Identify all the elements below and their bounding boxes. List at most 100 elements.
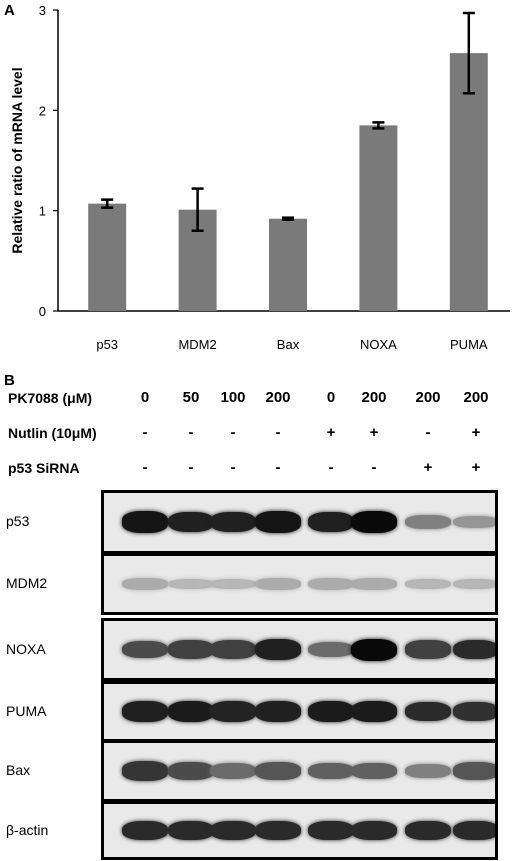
x-tick-label: MDM2 xyxy=(178,337,216,352)
blot-band xyxy=(122,761,168,781)
condition-value: - xyxy=(188,459,194,476)
blot-band xyxy=(210,511,256,533)
condition-value: - xyxy=(188,424,194,441)
blot-band xyxy=(405,514,451,530)
condition-label: p53 SiRNA xyxy=(8,460,80,476)
blot-band xyxy=(453,639,495,660)
y-tick-label: 2 xyxy=(39,103,46,118)
blot-band xyxy=(210,820,256,841)
condition-value: 200 xyxy=(415,389,441,406)
blot-band xyxy=(453,578,495,590)
blot-band xyxy=(122,511,168,533)
blot-band xyxy=(168,640,214,659)
blot-band xyxy=(405,578,451,590)
blot-band xyxy=(255,701,301,722)
blot-band xyxy=(453,820,495,841)
blot-band xyxy=(351,638,397,661)
blot-band xyxy=(351,820,397,841)
blot-band xyxy=(308,511,354,533)
x-tick-label: PUMA xyxy=(450,337,488,352)
blot-band xyxy=(405,640,451,659)
y-tick-label: 0 xyxy=(39,304,46,319)
condition-value: - xyxy=(230,459,236,476)
blot-frame xyxy=(101,740,498,802)
blot-band xyxy=(122,820,168,841)
blot-band xyxy=(255,578,301,590)
blot-label: NOXA xyxy=(6,640,46,657)
blot-band xyxy=(168,511,214,533)
condition-value: + xyxy=(471,424,481,441)
blot-band xyxy=(255,762,301,780)
condition-value: - xyxy=(275,459,281,476)
x-tick-label: Bax xyxy=(277,337,300,352)
condition-value: 0 xyxy=(140,389,150,406)
condition-value: + xyxy=(423,459,433,476)
condition-value: + xyxy=(326,424,336,441)
blot-band xyxy=(351,511,397,533)
blot-frame xyxy=(101,490,498,554)
blot-band xyxy=(405,701,451,722)
condition-label: Nutlin (10μM) xyxy=(8,425,97,441)
y-tick-label: 1 xyxy=(39,204,46,219)
blot-label: Bax xyxy=(6,762,31,778)
blot-frame xyxy=(101,553,498,615)
condition-value: - xyxy=(328,459,334,476)
bar-noxa xyxy=(359,125,398,311)
condition-value: 200 xyxy=(265,389,291,406)
panel-b-label: B xyxy=(4,372,15,389)
condition-value: + xyxy=(471,459,481,476)
blot-band xyxy=(168,820,214,841)
condition-value: - xyxy=(230,424,236,441)
blot-band xyxy=(308,762,354,780)
x-tick-label: p53 xyxy=(96,337,118,352)
blot-frame xyxy=(101,801,498,860)
condition-value: 200 xyxy=(361,389,387,406)
y-axis-title: Relative ratio of mRNA level xyxy=(9,67,25,253)
blot-band xyxy=(210,640,256,659)
condition-value: + xyxy=(369,424,379,441)
bar-bax xyxy=(269,218,307,311)
blot-band xyxy=(168,762,214,780)
x-tick-label: NOXA xyxy=(360,337,397,352)
blot-band xyxy=(255,511,301,533)
condition-value: 50 xyxy=(182,389,200,406)
y-tick-label: 3 xyxy=(39,3,46,18)
bar-p53 xyxy=(88,203,127,311)
blot-band xyxy=(308,701,354,722)
blot-band xyxy=(168,701,214,722)
condition-value: 0 xyxy=(326,389,336,406)
blot-band xyxy=(255,639,301,660)
condition-value: - xyxy=(142,459,148,476)
condition-value: - xyxy=(371,459,377,476)
blot-band xyxy=(405,820,451,841)
condition-value: - xyxy=(425,424,431,441)
blot-band xyxy=(308,641,354,658)
blot-band xyxy=(405,763,451,779)
blot-band xyxy=(210,578,256,590)
blot-band xyxy=(255,820,301,841)
blot-band xyxy=(453,701,495,722)
blot-frame xyxy=(101,618,498,681)
bar-chart: 0 1 2 3 Relative ratio of mRNA level p53 MDM2 B… xyxy=(9,3,510,352)
condition-value: - xyxy=(142,424,148,441)
condition-value: - xyxy=(275,424,281,441)
blot-band xyxy=(308,820,354,841)
blot-band xyxy=(210,763,256,779)
condition-value: 100 xyxy=(220,389,246,406)
blot-label: MDM2 xyxy=(6,575,48,591)
blot-label: PUMA xyxy=(6,702,47,719)
blot-band xyxy=(453,762,495,780)
blot-frame xyxy=(101,681,498,742)
blot-band xyxy=(122,578,168,590)
blot-band xyxy=(351,578,397,590)
bar-puma xyxy=(449,53,488,311)
blot-band xyxy=(122,701,168,722)
blot-label: β-actin xyxy=(6,821,49,838)
condition-value: 200 xyxy=(463,389,489,406)
blot-band xyxy=(168,578,214,590)
blot-band xyxy=(122,640,168,659)
blot-label: p53 xyxy=(6,513,30,529)
blot-band xyxy=(351,701,397,722)
blot-band xyxy=(210,701,256,722)
blot-band xyxy=(351,762,397,780)
